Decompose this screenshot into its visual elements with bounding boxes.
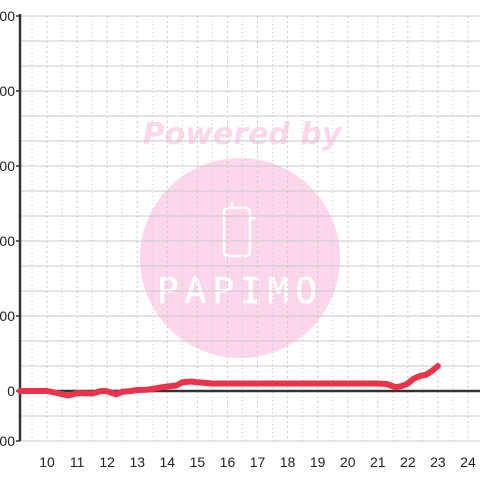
x-tick-label: 12 — [99, 454, 115, 470]
y-tick-label: 0 — [7, 383, 15, 399]
x-tick-labels: 10 11 12 13 14 15 16 17 18 19 20 21 22 23 24 — [39, 454, 476, 470]
x-tick-label: 24 — [460, 454, 476, 470]
x-tick-label: 17 — [250, 454, 266, 470]
y-tick-label: -20,000 — [0, 433, 15, 449]
x-tick-label: 23 — [430, 454, 446, 470]
y-tick-label: 30,000 — [0, 308, 15, 324]
papimo-watermark: Powered by PAPIMO — [140, 117, 343, 358]
watermark-powered-text: Powered by — [143, 117, 343, 152]
x-tick-label: 16 — [220, 454, 236, 470]
series-layer — [17, 363, 441, 399]
x-tick-label: 18 — [280, 454, 296, 470]
series-line — [17, 363, 441, 399]
x-tick-label: 22 — [400, 454, 416, 470]
x-tick-label: 10 — [39, 454, 55, 470]
watermark-circle — [140, 158, 340, 358]
x-tick-label: 11 — [70, 454, 85, 470]
y-tick-label: 120,000 — [0, 83, 15, 99]
x-tick-label: 20 — [340, 454, 356, 470]
y-tick-label: 60,000 — [0, 233, 15, 249]
x-tick-label: 19 — [310, 454, 326, 470]
y-tick-labels: 150,000 120,000 90,000 60,000 30,000 0 -20,000 — [0, 8, 15, 449]
phone-icon — [222, 202, 256, 258]
x-tick-label: 13 — [129, 454, 145, 470]
x-tick-label: 21 — [370, 454, 386, 470]
y-tick-label: 90,000 — [0, 158, 15, 174]
y-tick-label: 150,000 — [0, 8, 15, 24]
x-tick-label: 15 — [190, 454, 206, 470]
grid-lines — [20, 15, 480, 442]
x-tick-label: 14 — [160, 454, 176, 470]
